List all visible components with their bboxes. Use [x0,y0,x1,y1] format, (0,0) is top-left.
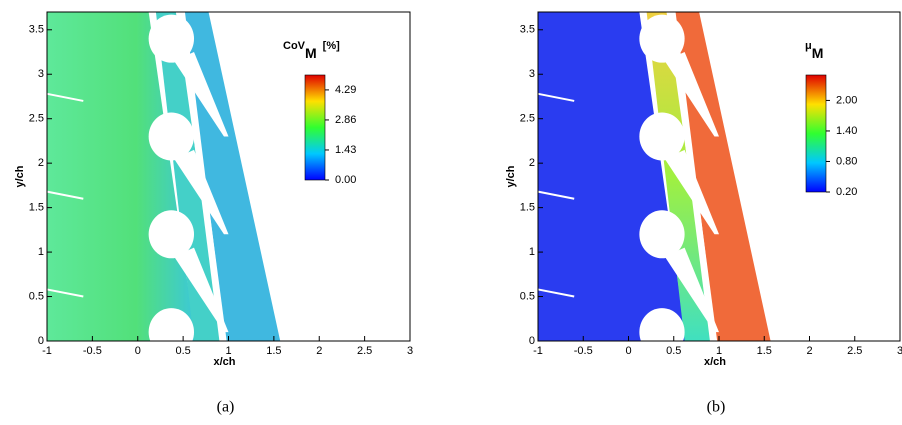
colorbar [805,74,827,193]
blade-tail [664,247,719,333]
x-tick-label: 3 [897,345,902,357]
blade [639,308,685,357]
wake [537,190,575,200]
colorbar [304,74,326,181]
y-axis-label: y/ch [505,165,517,187]
y-tick-label: 1 [529,246,535,258]
x-tick-label: 1.5 [757,345,772,357]
x-axis-label: x/ch [213,356,235,368]
y-tick-label: 2.5 [520,113,535,125]
y-tick-label: 1 [38,246,44,258]
colorbar-label: 2.00 [836,94,857,106]
colorbar-label: 0.00 [335,174,356,186]
x-tick-label: -0.5 [83,345,102,357]
wake [537,386,575,396]
wake [46,92,84,102]
colorbar-title: μM [805,40,823,61]
blade [639,112,685,161]
x-tick-label: 1.5 [266,345,281,357]
blade-tail [664,149,719,235]
colorbar-label: 2.86 [335,114,356,126]
y-tick-label: 0 [529,335,535,347]
field-main [47,12,196,341]
colorbar-label: 1.40 [836,125,857,137]
blade-tail [174,52,229,137]
colorbar-label: 1.43 [335,144,356,156]
y-tick-label: 3 [38,68,44,80]
blade [148,308,195,357]
blade [148,210,195,259]
y-tick-label: 2 [529,157,535,169]
x-tick-label: 1 [716,345,722,357]
y-tick-label: 3 [529,68,535,80]
blade-tail [174,149,229,235]
x-tick-label: 2 [316,345,322,357]
colorbar-label: 0.20 [836,186,857,198]
caption: (a) [217,399,235,416]
wake [46,190,84,200]
wake [537,92,575,102]
wake [46,386,84,396]
colorbar-label: 0.80 [836,155,857,167]
x-tick-label: 2 [806,345,812,357]
y-tick-label: 1.5 [29,202,44,214]
y-tick-label: 0 [38,335,44,347]
y-tick-label: 1.5 [520,202,535,214]
y-tick-label: 2 [38,157,44,169]
x-tick-label: 1 [225,345,231,357]
field [537,12,771,425]
y-tick-label: 0.5 [29,290,44,302]
blade [148,112,195,161]
blade-tail [174,247,229,333]
x-tick-label: 2.5 [357,345,372,357]
blade-tail [174,345,227,425]
x-axis-label: x/ch [704,356,726,368]
x-tick-label: 0.5 [175,345,190,357]
wake [46,288,84,298]
y-tick-label: 0.5 [520,290,535,302]
y-tick-label: 3.5 [520,24,535,36]
x-tick-label: -1 [533,345,543,357]
x-tick-label: -1 [42,345,52,357]
blade [639,210,685,259]
field [46,12,281,425]
field-main [538,12,687,341]
x-tick-label: 2.5 [847,345,862,357]
wake [537,288,575,298]
x-tick-label: 0 [135,345,141,357]
colorbar-title: CoVM [%] [283,40,340,61]
blade-tail [664,345,717,425]
caption: (b) [707,399,726,416]
title-subscript: M [812,45,824,61]
blade-tail [664,52,719,137]
y-tick-label: 2.5 [29,113,44,125]
title-suffix: [%] [323,40,340,52]
x-tick-label: 3 [407,345,413,357]
title-main: μ [805,40,812,52]
x-tick-label: -0.5 [574,345,593,357]
x-tick-label: 0 [625,345,631,357]
blade [148,14,195,63]
title-subscript: M [305,45,317,61]
title-main: CoV [283,40,306,52]
colorbar-label: 4.29 [335,84,356,96]
y-axis-label: y/ch [14,165,26,187]
blade [639,14,685,63]
y-tick-label: 3.5 [29,24,44,36]
x-tick-label: 0.5 [666,345,681,357]
